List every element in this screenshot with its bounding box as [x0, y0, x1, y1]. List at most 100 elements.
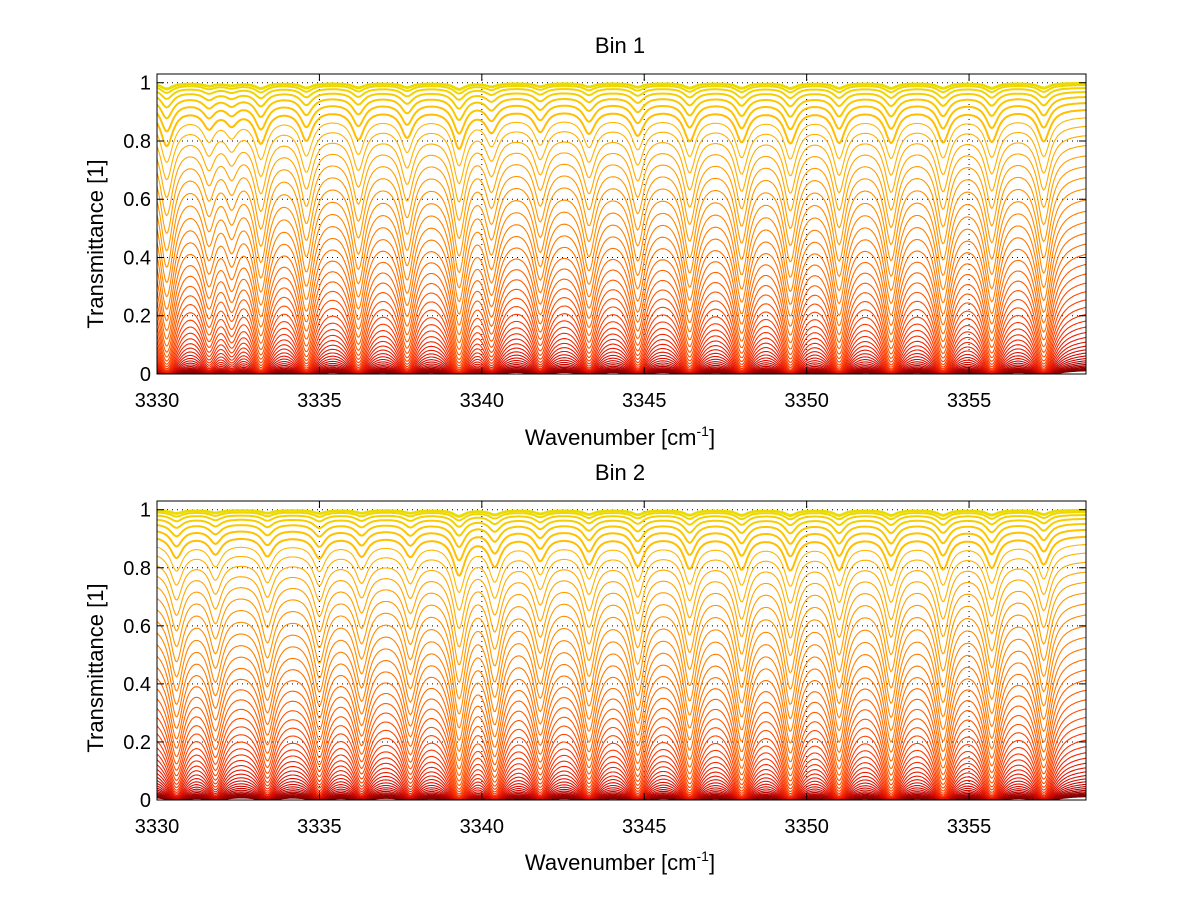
x-tick-label: 3355: [947, 390, 992, 412]
series-line: [156, 783, 1087, 801]
y-tick-label: 0.6: [123, 189, 151, 211]
series-line: [156, 82, 1086, 91]
axes-box: [156, 500, 1087, 801]
axes-box: [156, 73, 1087, 375]
y-axis-label: Transmittance [1]: [83, 583, 108, 752]
series-line: [156, 282, 1087, 364]
series-line: [156, 291, 1087, 367]
x-tick-label: 3330: [135, 816, 180, 838]
series-line: [156, 679, 1087, 777]
series-line: [157, 509, 1086, 518]
panel-title: Bin 2: [595, 460, 645, 485]
series-line: [156, 561, 1087, 630]
y-tick-label: 0: [140, 790, 151, 812]
series-line: [156, 689, 1087, 782]
series-line: [156, 708, 1087, 790]
y-tick-label: 0.8: [123, 131, 151, 153]
series-line: [156, 210, 1087, 315]
y-tick-label: 0.6: [123, 616, 151, 638]
series-line: [156, 716, 1087, 793]
series-line: [156, 669, 1087, 770]
series-line: [156, 552, 1087, 611]
x-axis-label: Wavenumber [cm-1]: [525, 423, 715, 450]
series-line: [156, 739, 1087, 798]
series-line: [156, 625, 1087, 729]
series-line: [156, 774, 1087, 801]
x-tick-label: 3350: [784, 390, 829, 412]
panel-bin-2: Bin 2 3330 3335 3340 3345 3350 3355 0 0.2 0.4 0.…: [83, 460, 1087, 875]
y-tick-label: 0.2: [123, 306, 151, 328]
series-line: [156, 313, 1087, 372]
series-line: [156, 341, 1087, 375]
series-line: [156, 109, 1087, 151]
series-line: [156, 87, 1086, 101]
series-line: [156, 336, 1087, 374]
series-line: [156, 699, 1087, 787]
series-line: [156, 188, 1087, 289]
y-tick-label: 0.8: [123, 558, 151, 580]
series-line: [156, 636, 1087, 741]
y-tick-label: 1: [140, 500, 151, 522]
x-tick-label: 3335: [297, 390, 342, 412]
series-line: [156, 306, 1087, 371]
x-tick-label: 3340: [460, 816, 505, 838]
series-line: [156, 544, 1086, 594]
series-line: [156, 571, 1087, 648]
series-line: [156, 273, 1087, 361]
series-line: [156, 762, 1087, 800]
series-line: [156, 243, 1087, 344]
series-line: [156, 771, 1087, 801]
series-line: [156, 786, 1087, 801]
series-line: [156, 166, 1087, 257]
series-line: [156, 514, 1086, 528]
series-line: [156, 331, 1087, 374]
series-line: [156, 349, 1087, 375]
series-line: [156, 102, 1086, 135]
series-line: [156, 767, 1087, 801]
series-line: [156, 778, 1087, 801]
series-line: [156, 253, 1087, 350]
series-line: [156, 757, 1087, 800]
panel-bin-1: Bin 1 3330 3335 3340 3345 3350 3355 0 0.2 0.4 0.…: [83, 33, 1087, 450]
series-line: [156, 145, 1087, 221]
series-line: [156, 135, 1087, 203]
series-line: [156, 781, 1087, 801]
x-tick-label: 3345: [622, 390, 667, 412]
y-tick-label: 0.4: [123, 674, 151, 696]
series-line: [156, 299, 1087, 369]
series-line: [156, 732, 1087, 797]
x-tick-label: 3340: [460, 390, 505, 412]
series-line: [156, 199, 1087, 303]
series-line: [156, 320, 1087, 373]
series-line: [156, 528, 1086, 562]
series-line: [156, 96, 1087, 122]
x-tick-label: 3350: [784, 816, 829, 838]
x-tick-label: 3335: [297, 816, 342, 838]
series-line: [157, 511, 1086, 522]
y-tick-label: 0: [140, 364, 151, 386]
series-line: [156, 746, 1087, 799]
y-tick-label: 1: [140, 73, 151, 95]
series-line: [156, 581, 1087, 666]
panel-title: Bin 1: [595, 33, 645, 58]
series-line: [156, 84, 1086, 95]
series-line: [156, 345, 1087, 375]
x-tick-label: 3345: [622, 816, 667, 838]
series-line: [156, 125, 1087, 185]
series-line: [156, 232, 1087, 336]
y-tick-label: 0.4: [123, 247, 151, 269]
series-line: [156, 517, 1086, 537]
series-line: [156, 535, 1087, 577]
series-line: [156, 614, 1087, 715]
series-line: [156, 155, 1087, 240]
x-tick-label: 3330: [135, 390, 180, 412]
series-line: [156, 91, 1087, 110]
x-axis-label: Wavenumber [cm-1]: [525, 848, 715, 875]
series-line: [156, 326, 1087, 374]
y-tick-label: 0.2: [123, 732, 151, 754]
series-line: [156, 752, 1087, 800]
series-line: [156, 117, 1086, 167]
series-line: [156, 221, 1087, 326]
series-line: [156, 647, 1087, 752]
